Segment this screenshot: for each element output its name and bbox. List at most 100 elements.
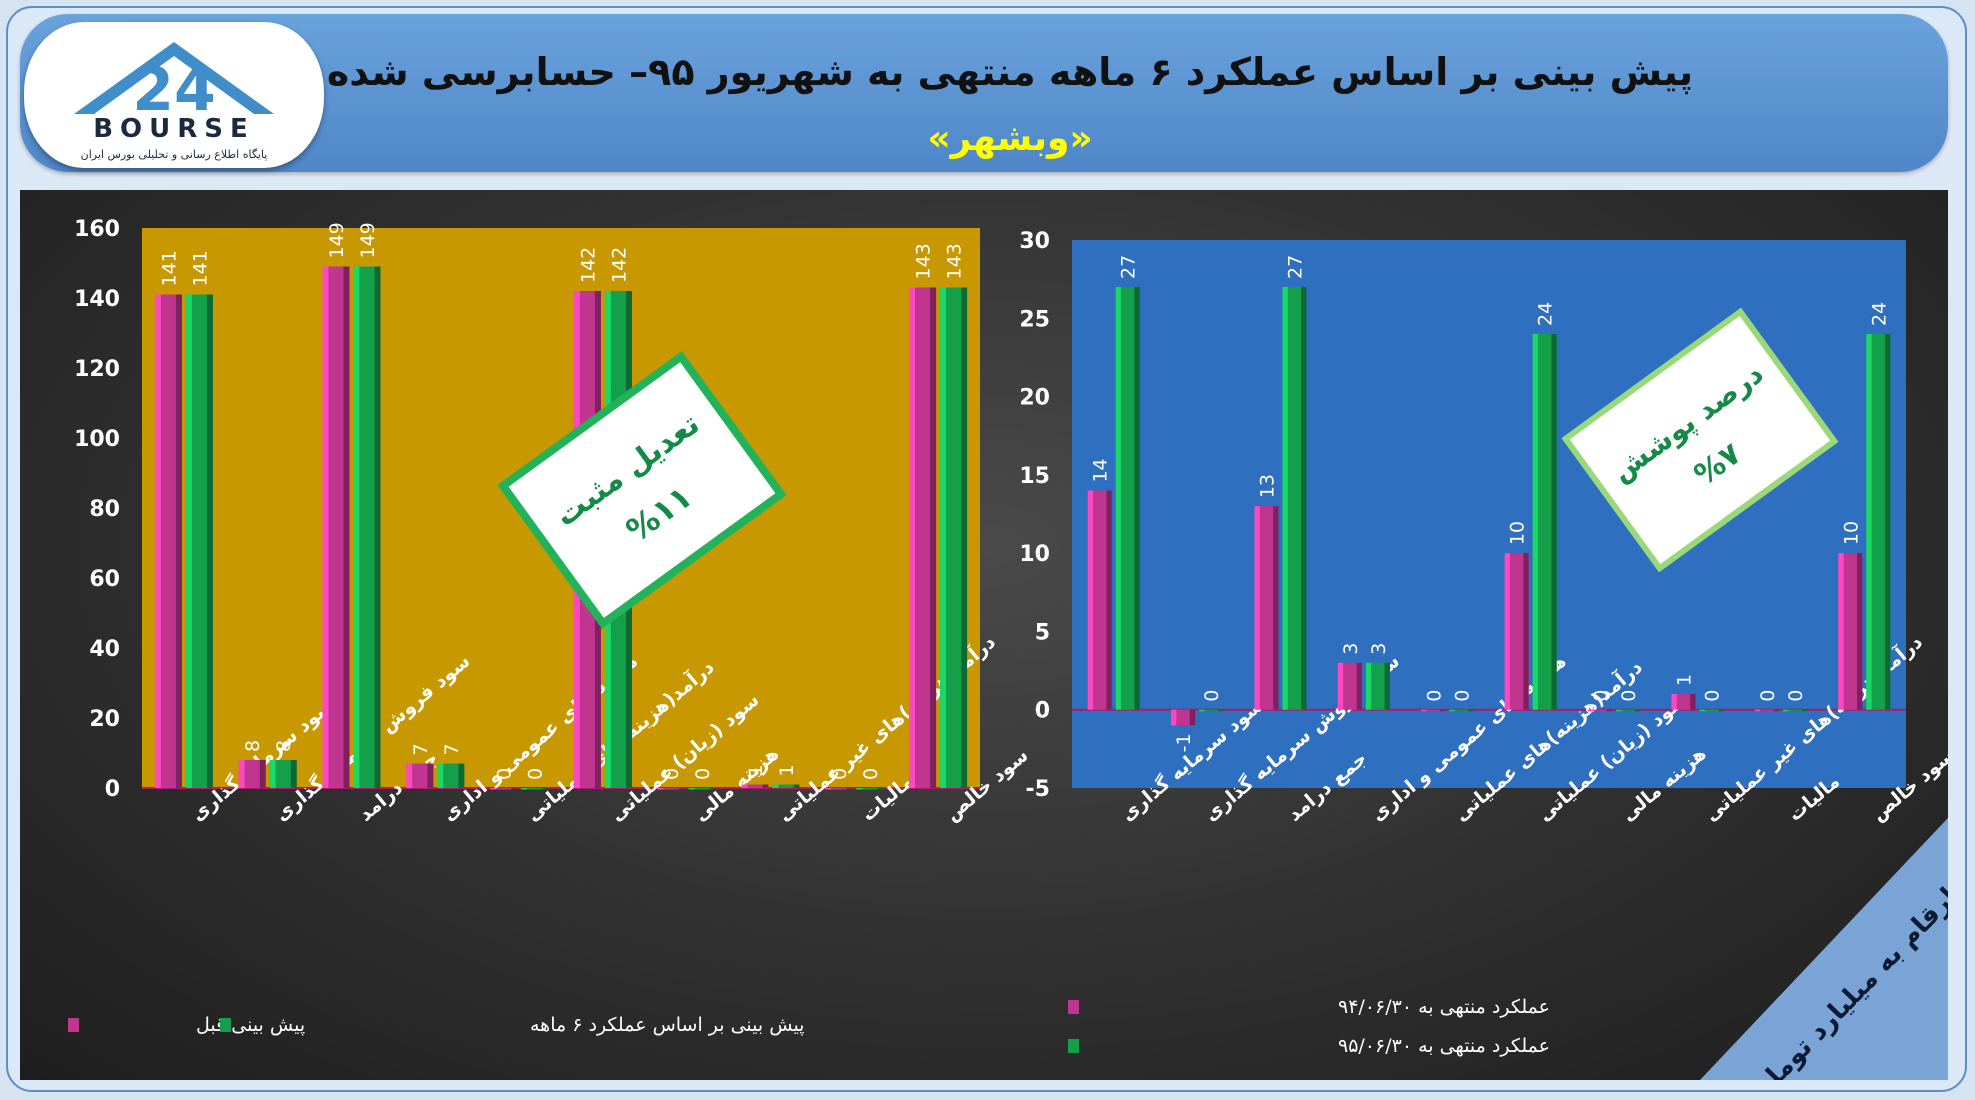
left-data-label: 8	[273, 740, 295, 752]
right-data-label: 0	[1451, 690, 1473, 702]
right-bar-shadow	[1468, 709, 1474, 712]
right-bar-shadow	[1885, 333, 1891, 710]
left-data-label: 0	[661, 768, 683, 780]
right-data-label: 3	[1368, 643, 1390, 655]
right-bar	[1421, 709, 1446, 712]
left-ytick-label: 80	[89, 497, 120, 522]
right-bar-body	[1782, 709, 1807, 712]
left-bar-shadow	[259, 760, 266, 788]
logo-tagline: پایگاه اطلاع رسانی و تحلیلی بورس ایران	[80, 148, 268, 161]
right-bar-highlight	[1866, 333, 1872, 710]
left-bar-shadow	[709, 788, 716, 790]
left-data-label: 143	[913, 243, 935, 279]
left-bar	[825, 788, 853, 790]
right-legend-label: عملکرد منتهی به ۹۴/۰۶/۳۰	[1338, 996, 1550, 1018]
left-bar-shadow	[343, 266, 350, 788]
right-bar-shadow	[1523, 553, 1529, 710]
right-bar-body	[1171, 709, 1196, 726]
left-bar	[657, 788, 685, 790]
right-ytick-label: 25	[1019, 307, 1050, 332]
right-bar-highlight	[1532, 333, 1538, 710]
right-data-label: 24	[1868, 302, 1890, 326]
left-bar	[154, 294, 182, 788]
right-bar-shadow	[1189, 709, 1196, 726]
right-bar-highlight	[1115, 286, 1121, 710]
left-bar-highlight	[353, 266, 360, 788]
left-bar-body	[521, 788, 549, 790]
right-badge: درصد پوشش %۷	[1561, 307, 1839, 573]
left-ytick-label: 100	[74, 427, 120, 452]
right-ytick-label: 20	[1019, 386, 1050, 411]
right-data-label: 3	[1340, 643, 1362, 655]
right-data-label: 10	[1840, 521, 1862, 545]
left-ytick-label: 0	[105, 777, 120, 802]
page-subtitle: «وبشهر»	[927, 118, 1093, 159]
right-bar-shadow	[1606, 709, 1613, 712]
left-bar	[322, 266, 350, 788]
right-data-label: 13	[1257, 474, 1279, 498]
right-data-label: 0	[1423, 690, 1445, 702]
logo-word: BOURSE	[93, 114, 255, 144]
right-bar-highlight	[1699, 709, 1705, 712]
right-bar	[1337, 662, 1362, 710]
right-legend-swatch	[1068, 1000, 1079, 1014]
right-data-label: 24	[1535, 302, 1557, 326]
left-legend-label: پیش بینی بر اساس عملکرد ۶ ماهه	[530, 1014, 804, 1036]
left-bar	[353, 266, 381, 788]
left-bar-body	[490, 788, 518, 790]
right-bar-shadow	[1440, 709, 1446, 712]
right-bar	[1532, 333, 1557, 710]
left-data-label: 8	[242, 740, 264, 752]
left-legend-swatch	[220, 1018, 231, 1032]
left-ytick-label: 140	[74, 287, 120, 312]
left-data-label: 0	[860, 768, 882, 780]
left-bar-highlight	[772, 784, 779, 788]
left-bar	[940, 287, 968, 788]
left-bar-shadow	[793, 784, 800, 788]
left-bar-highlight	[688, 788, 695, 790]
left-bar	[238, 760, 266, 788]
right-bar	[1588, 709, 1613, 712]
left-data-label: 7	[410, 743, 432, 755]
right-data-label: 0	[1757, 690, 1779, 702]
left-bar-shadow	[877, 788, 884, 790]
left-bar-highlight	[940, 287, 947, 788]
left-bar-body	[856, 788, 884, 790]
right-bar	[1171, 709, 1196, 726]
right-bar	[1504, 553, 1529, 710]
right-bar-body	[1671, 694, 1696, 710]
left-bar	[437, 763, 465, 788]
right-bar-shadow	[1301, 286, 1307, 710]
left-bar-highlight	[657, 788, 664, 790]
right-bar-shadow	[1718, 709, 1724, 712]
left-bar-highlight	[521, 788, 528, 790]
right-data-label: 0	[1702, 690, 1724, 702]
left-bar-highlight	[185, 294, 192, 788]
left-bar-shadow	[374, 266, 381, 788]
right-data-label: 0	[1590, 690, 1612, 702]
left-ytick-label: 40	[89, 637, 120, 662]
right-bar-shadow	[1551, 333, 1557, 710]
right-bar	[1199, 709, 1224, 712]
right-bar	[1087, 490, 1112, 710]
right-bar-body	[1754, 709, 1779, 712]
right-bar-shadow	[1134, 286, 1140, 710]
left-data-label: 142	[608, 247, 630, 283]
left-bar	[490, 788, 518, 790]
right-data-label: 14	[1090, 458, 1112, 482]
left-bar	[688, 788, 716, 790]
left-bar	[772, 784, 800, 788]
right-bar-body	[1588, 709, 1613, 712]
header-banner: پیش بینی بر اساس عملکرد ۶ ماهه منتهی به …	[20, 14, 1948, 172]
right-bar-shadow	[1801, 709, 1807, 712]
left-bar-body	[741, 784, 769, 788]
right-ytick-label: 15	[1019, 464, 1050, 489]
left-data-label: 0	[494, 768, 516, 780]
left-bar	[856, 788, 884, 790]
right-bar	[1699, 709, 1724, 712]
left-legend-swatch	[68, 1018, 79, 1032]
left-data-label: 1	[776, 764, 798, 776]
right-ytick-label: -5	[1026, 777, 1050, 802]
left-bar-shadow	[762, 784, 769, 788]
left-data-label: 1	[745, 764, 767, 776]
